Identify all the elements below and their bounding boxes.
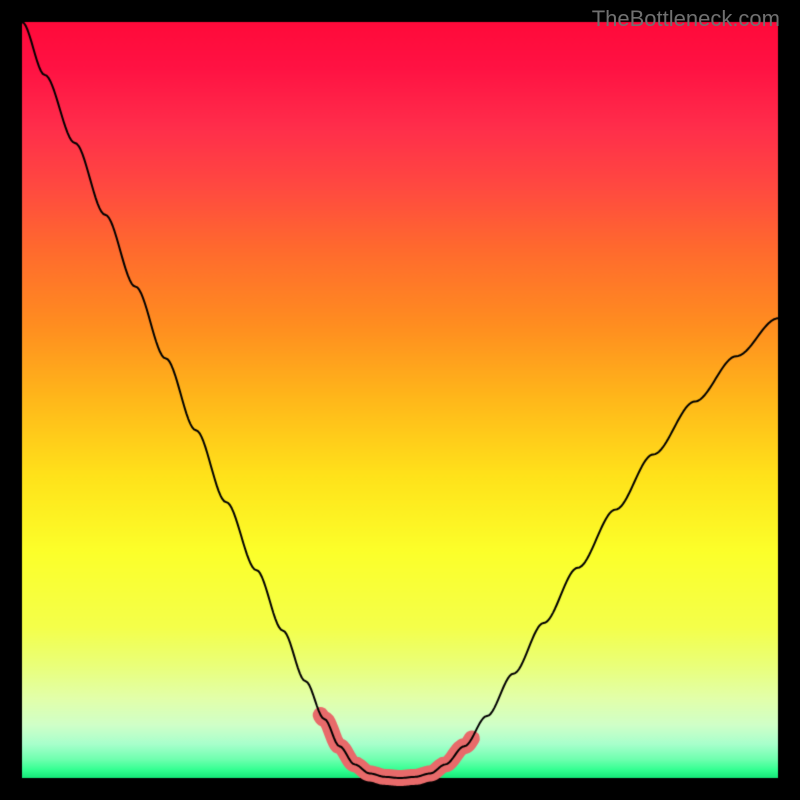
chart-stage: TheBottleneck.com [0,0,800,800]
watermark-text: TheBottleneck.com [592,6,780,32]
bottleneck-chart-canvas [0,0,800,800]
